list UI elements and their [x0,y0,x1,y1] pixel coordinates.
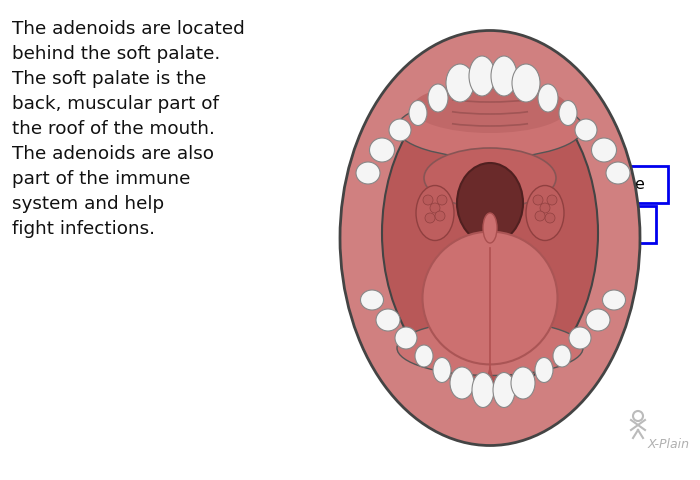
Ellipse shape [575,119,597,141]
Text: Adenoids: Adenoids [559,217,633,232]
Ellipse shape [457,163,523,243]
Ellipse shape [397,321,583,375]
Ellipse shape [382,77,598,389]
Ellipse shape [547,195,557,205]
Ellipse shape [606,162,630,184]
Ellipse shape [340,31,640,445]
Ellipse shape [526,185,564,240]
Ellipse shape [370,138,395,162]
Ellipse shape [511,367,535,399]
Text: X-Plain: X-Plain [648,439,690,452]
Ellipse shape [538,84,558,112]
Ellipse shape [356,162,380,184]
Ellipse shape [533,195,543,205]
Ellipse shape [493,372,515,408]
Text: The adenoids are located
behind the soft palate.
The soft palate is the
back, mu: The adenoids are located behind the soft… [12,20,245,238]
Ellipse shape [559,100,577,125]
Ellipse shape [425,213,435,223]
Ellipse shape [512,64,540,102]
Ellipse shape [603,290,626,310]
Ellipse shape [423,232,557,364]
Ellipse shape [409,100,427,125]
Ellipse shape [435,211,445,221]
Ellipse shape [586,309,610,331]
Ellipse shape [360,290,384,310]
Ellipse shape [545,213,555,223]
Ellipse shape [423,195,433,205]
Ellipse shape [437,195,447,205]
Ellipse shape [491,56,517,96]
Text: Soft Palate: Soft Palate [559,177,645,192]
Ellipse shape [416,185,454,240]
Ellipse shape [540,203,550,213]
Ellipse shape [376,309,400,331]
Ellipse shape [412,83,568,133]
Ellipse shape [395,327,417,349]
Ellipse shape [472,372,494,408]
Ellipse shape [415,345,433,367]
Ellipse shape [428,84,448,112]
Ellipse shape [424,148,556,208]
Ellipse shape [592,138,617,162]
Ellipse shape [483,213,497,243]
Ellipse shape [553,345,571,367]
Ellipse shape [535,211,545,221]
FancyBboxPatch shape [536,166,668,203]
Ellipse shape [569,327,591,349]
Ellipse shape [389,119,411,141]
Ellipse shape [433,358,451,383]
Ellipse shape [450,367,474,399]
Ellipse shape [469,56,495,96]
Ellipse shape [397,98,583,158]
Ellipse shape [535,358,553,383]
Ellipse shape [430,203,440,213]
Ellipse shape [446,64,474,102]
FancyBboxPatch shape [536,206,656,243]
